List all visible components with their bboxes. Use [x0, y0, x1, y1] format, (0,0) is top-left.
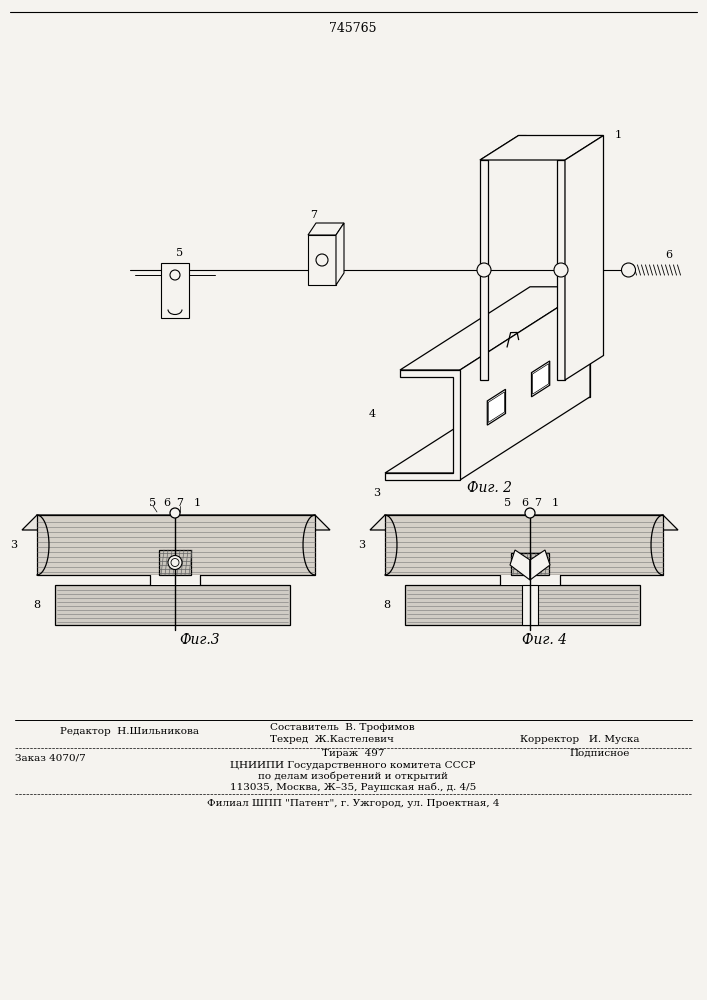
Bar	[150, 575, 200, 585]
Polygon shape	[385, 390, 590, 473]
Polygon shape	[510, 550, 530, 580]
Text: 5: 5	[177, 247, 184, 257]
Text: по делам изобретений и открытий: по делам изобретений и открытий	[258, 771, 448, 781]
Circle shape	[171, 558, 179, 566]
Bar	[522, 585, 538, 625]
Polygon shape	[400, 287, 590, 370]
Polygon shape	[336, 223, 344, 285]
Polygon shape	[480, 135, 604, 160]
Circle shape	[316, 254, 328, 266]
Text: 1: 1	[194, 498, 201, 508]
Text: Редактор  Н.Шильникова: Редактор Н.Шильникова	[60, 728, 199, 736]
Circle shape	[525, 508, 535, 518]
Text: 4: 4	[368, 409, 375, 419]
Polygon shape	[557, 160, 565, 380]
Text: 6: 6	[665, 250, 672, 260]
Polygon shape	[308, 223, 344, 235]
Polygon shape	[557, 135, 604, 160]
Text: Тираж  497: Тираж 497	[322, 748, 384, 758]
Text: Корректор   И. Муска: Корректор И. Муска	[520, 736, 640, 744]
Text: 7: 7	[310, 210, 317, 220]
Text: 745765: 745765	[329, 21, 377, 34]
Polygon shape	[453, 294, 590, 377]
Polygon shape	[460, 287, 590, 480]
Polygon shape	[370, 515, 678, 530]
Text: Фиг. 2: Фиг. 2	[467, 481, 513, 495]
Polygon shape	[487, 389, 506, 425]
Circle shape	[621, 263, 636, 277]
Text: 1: 1	[615, 130, 622, 140]
Circle shape	[168, 556, 182, 570]
Text: Фиг.3: Фиг.3	[180, 633, 221, 647]
Text: Заказ 4070/7: Заказ 4070/7	[15, 754, 86, 762]
Polygon shape	[37, 515, 315, 575]
Bar	[500, 575, 560, 585]
Circle shape	[170, 508, 180, 518]
Text: 3: 3	[11, 540, 18, 550]
Circle shape	[477, 263, 491, 277]
Polygon shape	[565, 135, 604, 380]
Polygon shape	[532, 361, 550, 397]
Text: Фиг. 4: Фиг. 4	[522, 633, 568, 647]
Text: 5: 5	[149, 498, 156, 508]
Bar	[511, 553, 549, 575]
Polygon shape	[405, 585, 640, 625]
Text: 3: 3	[358, 540, 366, 550]
Circle shape	[170, 270, 180, 280]
Polygon shape	[480, 160, 488, 380]
Polygon shape	[308, 235, 336, 285]
Circle shape	[554, 263, 568, 277]
Polygon shape	[480, 135, 527, 160]
Polygon shape	[385, 370, 460, 480]
Text: Филиал ШПП "Патент", г. Ужгород, ул. Проектная, 4: Филиал ШПП "Патент", г. Ужгород, ул. Про…	[206, 800, 499, 808]
Polygon shape	[22, 515, 330, 530]
Text: ЦНИИПИ Государственного комитета СССР: ЦНИИПИ Государственного комитета СССР	[230, 760, 476, 770]
Text: Составитель  В. Трофимов: Составитель В. Трофимов	[270, 724, 414, 732]
Text: 7: 7	[534, 498, 542, 508]
Polygon shape	[385, 515, 663, 575]
Text: 7: 7	[177, 498, 184, 508]
Polygon shape	[55, 585, 290, 625]
Polygon shape	[515, 287, 590, 397]
Bar	[159, 550, 191, 575]
Text: 8: 8	[33, 600, 40, 610]
Polygon shape	[530, 550, 550, 580]
Text: 6: 6	[163, 498, 170, 508]
Bar	[161, 262, 189, 318]
Text: 6: 6	[522, 498, 529, 508]
Text: 3: 3	[373, 488, 380, 498]
Text: 1: 1	[551, 498, 559, 508]
Text: Техред  Ж.Кастелевич: Техред Ж.Кастелевич	[270, 736, 394, 744]
Text: Подписное: Подписное	[570, 748, 630, 758]
Text: 113035, Москва, Ж–35, Раушская наб., д. 4/5: 113035, Москва, Ж–35, Раушская наб., д. …	[230, 782, 476, 792]
Text: 5: 5	[504, 498, 512, 508]
Text: 8: 8	[383, 600, 390, 610]
